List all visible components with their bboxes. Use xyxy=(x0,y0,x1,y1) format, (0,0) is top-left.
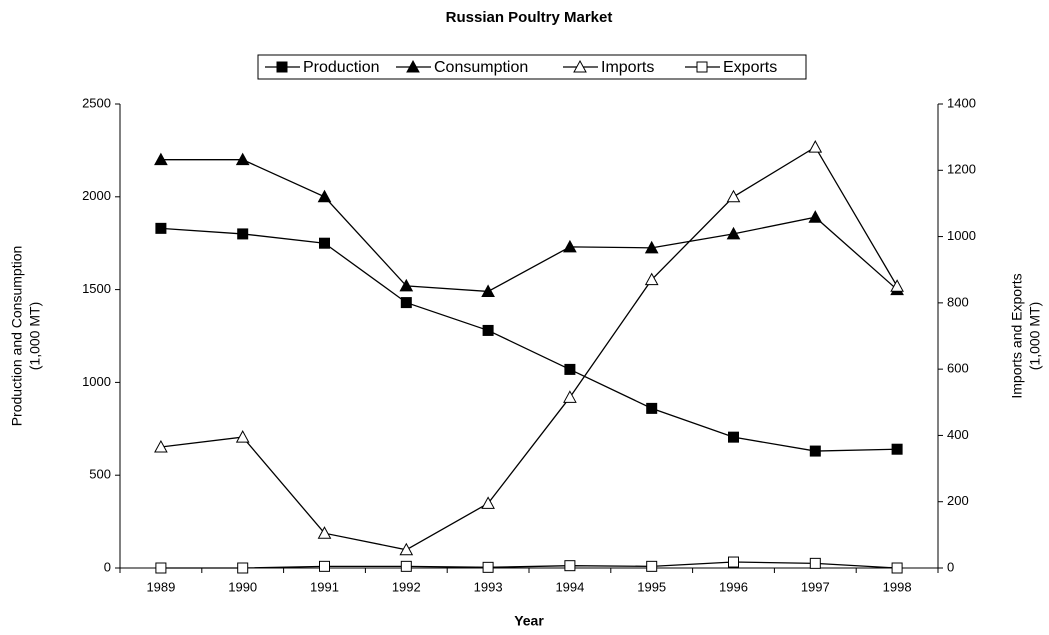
marker xyxy=(400,560,412,572)
marker xyxy=(646,402,658,414)
marker xyxy=(155,222,167,234)
marker xyxy=(808,140,823,153)
marker xyxy=(890,279,904,292)
y2-tick-label: 600 xyxy=(947,361,969,376)
marker xyxy=(235,152,250,166)
y2-axis-title-line: (1,000 MT) xyxy=(1027,302,1043,370)
series-line xyxy=(160,159,898,293)
y2-tick-label: 200 xyxy=(947,493,969,508)
x-tick-label: 1990 xyxy=(228,579,257,594)
y2-axis-title-line: Imports and Exports xyxy=(1009,273,1025,398)
marker xyxy=(728,431,739,443)
y2-tick-label: 400 xyxy=(947,427,969,442)
legend-label: Production xyxy=(303,59,380,76)
marker xyxy=(564,560,576,572)
marker xyxy=(809,445,821,457)
y-tick-label: 500 xyxy=(89,467,111,482)
y-tick-label: 1500 xyxy=(82,281,111,296)
marker xyxy=(482,561,494,573)
marker xyxy=(317,526,332,539)
marker xyxy=(235,430,250,443)
y-tick-label: 2000 xyxy=(82,188,111,203)
y-axis-title: Production and Consumption (1,000 MT) xyxy=(9,246,43,427)
x-tick-label: 1997 xyxy=(801,579,830,594)
x-tick-label: 1993 xyxy=(474,579,503,594)
marker xyxy=(696,61,708,73)
marker xyxy=(726,189,741,203)
y2-tick-label: 1200 xyxy=(947,162,976,177)
x-tick-label: 1998 xyxy=(883,579,912,594)
marker xyxy=(319,237,330,249)
marker xyxy=(237,228,249,240)
y-axis-title-line: (1,000 MT) xyxy=(27,302,43,370)
x-tick-label: 1995 xyxy=(637,579,666,594)
marker xyxy=(728,556,739,568)
y2-tick-label: 0 xyxy=(947,559,954,574)
marker xyxy=(891,443,903,455)
marker xyxy=(726,226,741,240)
marker xyxy=(155,562,167,574)
legend-label: Exports xyxy=(723,59,777,76)
marker xyxy=(573,59,587,73)
marker xyxy=(399,278,414,292)
marker xyxy=(237,562,249,574)
marker xyxy=(276,61,288,73)
x-tick-label: 1994 xyxy=(555,579,584,594)
legend-label: Imports xyxy=(601,59,654,76)
y2-tick-label: 1400 xyxy=(947,95,976,110)
marker xyxy=(564,363,576,375)
legend-box xyxy=(257,54,807,80)
series-line xyxy=(160,561,898,569)
marker xyxy=(891,562,903,574)
x-tick-label: 1992 xyxy=(392,579,421,594)
y2-tick-label: 800 xyxy=(947,294,969,309)
marker xyxy=(644,240,659,254)
series-line xyxy=(160,146,898,551)
marker xyxy=(406,59,420,73)
marker xyxy=(154,152,168,166)
x-axis-title: Year xyxy=(514,613,544,629)
marker xyxy=(563,239,577,253)
x-tick-label: 1989 xyxy=(146,579,175,594)
y-tick-label: 1000 xyxy=(82,374,111,389)
y-tick-label: 2500 xyxy=(82,95,111,110)
marker xyxy=(809,557,821,569)
legend-label: Consumption xyxy=(434,59,528,76)
marker xyxy=(399,542,414,556)
marker xyxy=(563,390,577,403)
series-line xyxy=(160,227,898,452)
y2-axis-title: Imports and Exports (1,000 MT) xyxy=(1009,273,1043,398)
y2-tick-label: 1000 xyxy=(947,228,976,243)
marker xyxy=(644,272,659,286)
y-axis-title-line: Production and Consumption xyxy=(9,246,25,427)
marker xyxy=(481,496,495,509)
x-tick-label: 1991 xyxy=(310,579,339,594)
marker xyxy=(400,297,412,309)
marker xyxy=(319,560,330,572)
marker xyxy=(481,284,495,297)
marker xyxy=(646,560,658,572)
y-tick-label: 0 xyxy=(104,559,111,574)
marker xyxy=(317,189,332,203)
marker xyxy=(482,324,494,336)
x-tick-label: 1996 xyxy=(719,579,748,594)
chart-title: Russian Poultry Market xyxy=(446,9,613,26)
marker xyxy=(154,439,168,453)
marker xyxy=(808,210,823,223)
